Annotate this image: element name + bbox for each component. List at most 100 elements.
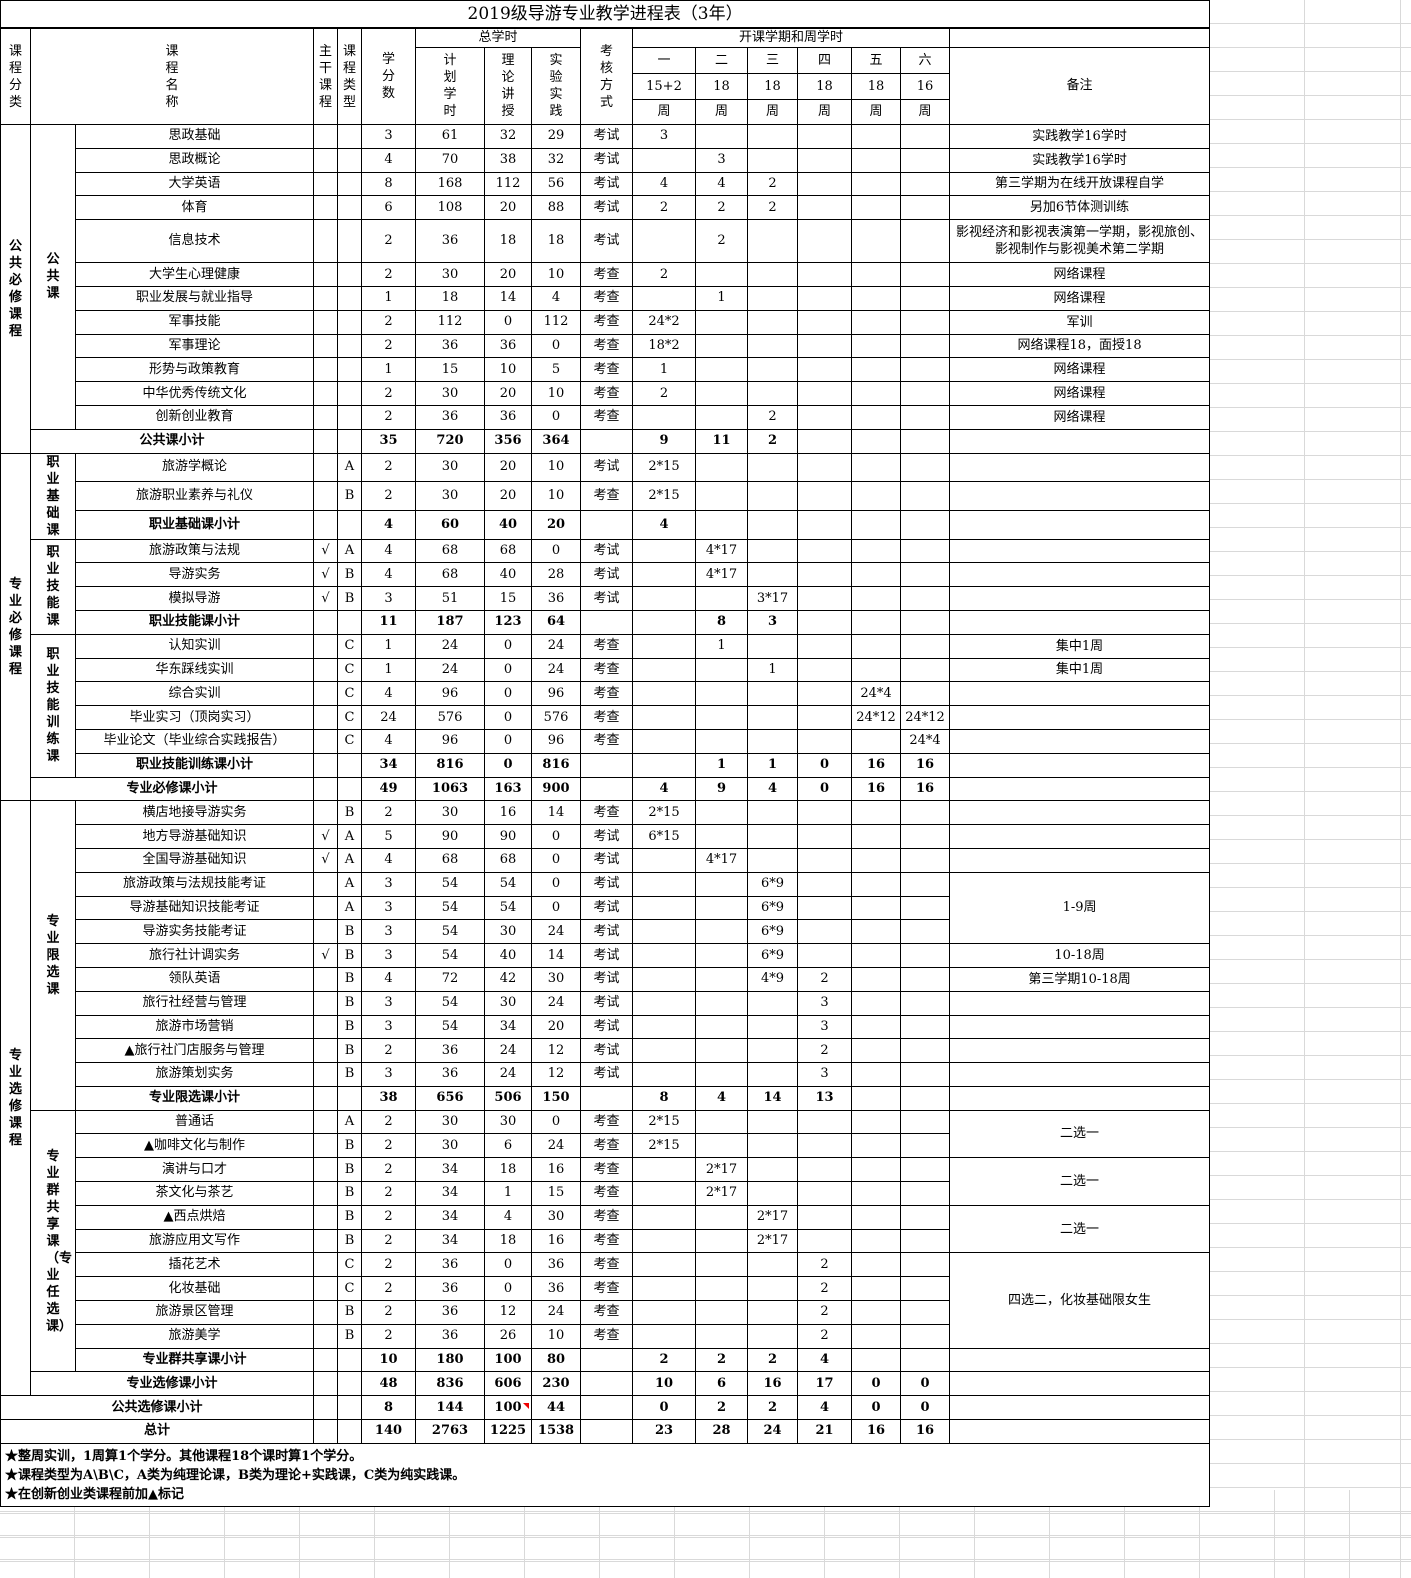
theory-hours: 356 (484, 428, 532, 454)
theory-hours: 0 (484, 681, 532, 707)
semester-5-hours: 0 (851, 1395, 901, 1421)
semester-3-hours (747, 509, 798, 540)
header-plan-hours: 计划学时 (415, 47, 485, 125)
semester-1-hours (632, 1323, 696, 1349)
main-course-mark (313, 1419, 338, 1444)
main-course-mark (313, 966, 338, 992)
course-name: 旅行社计调实务 (75, 943, 314, 968)
semester-1-hours (632, 1276, 696, 1302)
subcategory-cell-label: 公共课 (46, 252, 60, 302)
semester-6-hours (900, 333, 950, 359)
course-name: 旅游政策与法规技能考证 (75, 871, 314, 897)
semester-3-hours (747, 1181, 798, 1206)
course-name: 信息技术 (75, 219, 314, 264)
semester-1-hours (632, 966, 696, 992)
credits: 6 (361, 195, 416, 221)
practice-hours: 150 (531, 1085, 581, 1111)
semester-4-hours: 0 (797, 776, 852, 802)
semester-5-hours (851, 147, 901, 173)
subcategory-cell-label: 专业限选课 (46, 914, 60, 997)
exam-method: 考查 (580, 481, 633, 511)
exam-method: 考查 (580, 404, 633, 430)
plan-hours: 68 (415, 538, 485, 564)
semester-3-hours: 2 (747, 404, 798, 430)
exam-method: 考试 (580, 586, 633, 611)
plan-hours: 30 (415, 381, 485, 406)
practice-hours: 18 (531, 219, 581, 264)
comment-indicator-icon[interactable] (523, 1403, 529, 1409)
semester-5-hours (851, 1038, 901, 1064)
note-cell: 10-18周 (948, 943, 1211, 968)
credits: 2 (361, 219, 416, 264)
semester-6-hours (900, 1085, 950, 1111)
course-row: 职业发展与就业指导 1 18 14 4 考查 1 网络课程 (1, 285, 1211, 311)
subcategory-cell: 职业基础课 (30, 452, 76, 540)
exam-method: 考查 (580, 357, 633, 383)
header-week-unit-5: 周 (851, 99, 901, 125)
semester-5-hours (851, 1085, 901, 1111)
semester-1-hours: 4 (632, 509, 696, 540)
plan-hours: 168 (415, 171, 485, 197)
theory-hours: 30 (484, 990, 532, 1016)
semester-4-hours: 2 (797, 1038, 852, 1064)
course-name: 旅游学概论 (75, 452, 314, 483)
header-note: 备注 (948, 47, 1211, 125)
credits: 1 (361, 633, 416, 659)
semester-2-hours (695, 871, 748, 897)
main-course-mark (313, 752, 338, 778)
credits: 2 (361, 1133, 416, 1159)
theory-hours: 20 (484, 262, 532, 287)
practice-hours: 56 (531, 171, 581, 197)
header-course-name: 课程名称 (30, 27, 314, 125)
note-cell: 二选一 (948, 1157, 1211, 1206)
semester-2-hours (695, 1062, 748, 1087)
semester-6-hours: 0 (900, 1371, 950, 1397)
semester-6-hours (900, 195, 950, 221)
semester-2-hours: 4*17 (695, 847, 748, 873)
main-course-mark: √ (313, 538, 338, 564)
semester-6-hours (900, 681, 950, 707)
semester-6-hours (900, 1276, 950, 1302)
semester-4-hours (797, 895, 852, 921)
practice-hours: 44 (531, 1395, 581, 1421)
semester-6-hours (900, 871, 950, 897)
main-course-mark (313, 1157, 338, 1183)
semester-3-hours (747, 847, 798, 873)
plan-hours: 187 (415, 609, 485, 635)
exam-method: 考试 (580, 219, 633, 264)
semester-1-hours (632, 705, 696, 730)
course-row: 创新创业教育 2 36 36 0 考查 2 网络课程 (1, 404, 1211, 430)
main-course-mark (313, 609, 338, 635)
exam-method (580, 1347, 633, 1373)
semester-2-hours (695, 1252, 748, 1278)
note-cell: 网络课程 (948, 381, 1211, 406)
theory-hours: 18 (484, 219, 532, 264)
practice-hours: 0 (531, 404, 581, 430)
semester-5-hours (851, 728, 901, 754)
semester-5-hours (851, 124, 901, 149)
theory-hours: 6 (484, 1133, 532, 1159)
semester-1-hours: 8 (632, 1085, 696, 1111)
practice-hours: 0 (531, 895, 581, 921)
exam-method: 考查 (580, 309, 633, 335)
subtotal-row: 职业基础课小计 4 60 40 20 4 (1, 509, 1211, 540)
course-name: 旅游政策与法规 (75, 538, 314, 564)
header-semester-4: 四 (797, 47, 852, 74)
credits: 2 (361, 1038, 416, 1064)
course-type (337, 219, 362, 264)
semester-1-hours (632, 1204, 696, 1230)
semester-6-hours (900, 1181, 950, 1206)
credits: 34 (361, 752, 416, 778)
course-type (337, 1085, 362, 1111)
course-name: 演讲与口才 (75, 1157, 314, 1183)
semester-6-hours (900, 1062, 950, 1087)
course-type (337, 1347, 362, 1373)
semester-1-hours (632, 1014, 696, 1040)
semester-6-hours: 16 (900, 752, 950, 778)
plan-hours: 30 (415, 262, 485, 287)
semester-1-hours (632, 633, 696, 659)
note-cell (948, 681, 1211, 707)
course-type (337, 776, 362, 802)
semester-2-hours: 2 (695, 195, 748, 221)
credits: 4 (361, 509, 416, 540)
